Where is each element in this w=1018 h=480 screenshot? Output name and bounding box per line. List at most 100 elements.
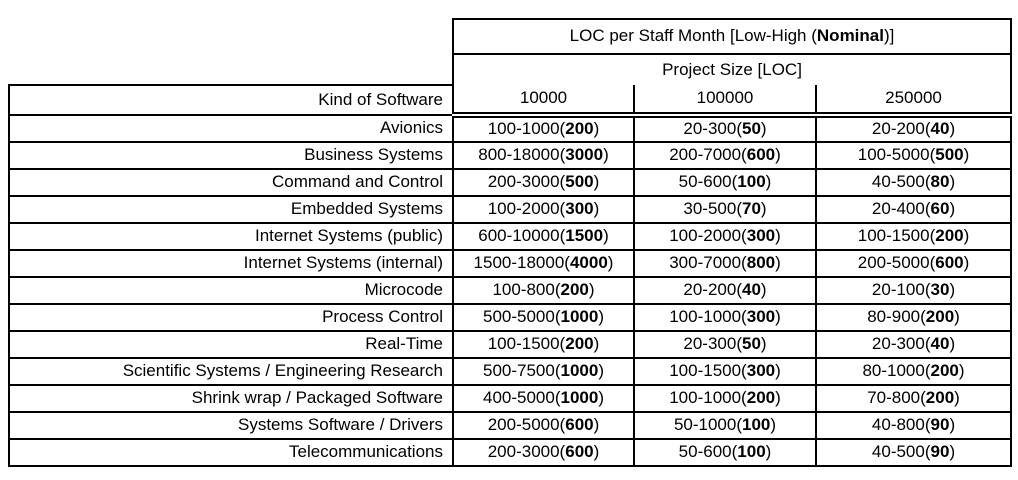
- loc-range-close: ): [760, 280, 767, 300]
- loc-range-text: 100-1500(: [669, 361, 747, 381]
- loc-nominal-value: 90: [930, 442, 950, 462]
- loc-range-text: 100-2000(: [669, 226, 747, 246]
- loc-range-cell: 300-7000(800): [633, 250, 817, 278]
- loc-nominal-value: 300: [746, 226, 776, 246]
- loc-nominal-value: 30: [930, 280, 950, 300]
- table-row: Telecommunications 200-3000(600) 50-600(10…: [8, 439, 1013, 467]
- loc-range-text: 30-500(: [683, 199, 742, 219]
- loc-range-cell: 100-2000(300): [452, 196, 635, 224]
- loc-range-close: ): [963, 145, 970, 165]
- loc-nominal-value: 1500: [565, 226, 604, 246]
- loc-range-cell: 40-800(90): [814, 412, 1013, 440]
- loc-nominal-value: 600: [565, 442, 594, 462]
- table-row: Internet Systems (internal) 1500-18000(40…: [8, 250, 1013, 278]
- kind-of-software-label: Process Control: [8, 304, 453, 332]
- loc-range-cell: 20-400(60): [814, 196, 1013, 224]
- loc-range-cell: 600-10000(1500): [452, 223, 635, 251]
- loc-range-cell: 100-1500(300): [633, 358, 817, 386]
- loc-range-close: ): [593, 199, 600, 219]
- loc-per-staff-month-table: LOC per Staff Month [Low-High (Nominal)]…: [8, 18, 1013, 467]
- loc-range-text: 20-200(: [683, 280, 742, 300]
- loc-range-cell: 20-300(40): [814, 331, 1013, 359]
- empty-corner-cell: [9, 54, 453, 85]
- loc-range-cell: 40-500(90): [814, 439, 1013, 467]
- loc-range-text: 50-600(: [678, 172, 738, 192]
- loc-range-close: ): [949, 199, 956, 219]
- kind-of-software-label: Internet Systems (public): [8, 223, 453, 251]
- loc-range-text: 200-5000(: [857, 253, 936, 273]
- loc-nominal-value: 1000: [560, 307, 599, 327]
- loc-range-cell: 100-1000(200): [633, 385, 817, 413]
- table-row: Embedded Systems 100-2000(300) 30-500(70) 2…: [8, 196, 1013, 224]
- loc-range-text: 100-1000(: [669, 307, 747, 327]
- loc-nominal-value: 300: [746, 361, 776, 381]
- loc-range-text: 50-600(: [678, 442, 738, 462]
- loc-range-close: ): [958, 361, 965, 381]
- loc-nominal-value: 500: [565, 172, 594, 192]
- loc-range-close: ): [765, 172, 772, 192]
- loc-range-close: ): [760, 199, 767, 219]
- table-row-column-headers: Kind of Software 10000 100000 250000: [8, 84, 1013, 118]
- loc-nominal-value: 60: [930, 199, 950, 219]
- loc-range-text: 200-3000(: [487, 172, 566, 192]
- loc-range-cell: 500-7500(1000): [452, 358, 635, 386]
- loc-range-cell: 100-2000(300): [633, 223, 817, 251]
- loc-range-close: ): [775, 307, 781, 327]
- kind-of-software-label: Real-Time: [8, 331, 453, 359]
- loc-range-close: ): [588, 280, 595, 300]
- table-title-suffix: )]: [883, 26, 895, 46]
- loc-nominal-value: 50: [742, 334, 761, 354]
- loc-range-text: 40-500(: [871, 172, 931, 192]
- loc-range-text: 20-300(: [683, 334, 742, 354]
- loc-range-text: 20-200(: [871, 119, 931, 139]
- column-header-250000: 250000: [814, 85, 1013, 118]
- loc-range-close: ): [954, 388, 960, 408]
- loc-nominal-value: 3000: [565, 145, 604, 165]
- loc-range-cell: 200-5000(600): [814, 250, 1013, 278]
- loc-range-text: 500-7500(: [482, 361, 561, 381]
- loc-range-close: ): [593, 442, 600, 462]
- loc-range-text: 400-5000(: [482, 388, 561, 408]
- loc-range-close: ): [963, 253, 970, 273]
- loc-range-cell: 100-5000(500): [814, 142, 1013, 170]
- loc-range-close: ): [949, 172, 956, 192]
- loc-range-cell: 100-800(200): [452, 277, 635, 305]
- loc-range-close: ): [775, 226, 781, 246]
- loc-nominal-value: 200: [560, 280, 589, 300]
- table-title-prefix: LOC per Staff Month [Low-High (: [569, 26, 817, 46]
- loc-nominal-value: 300: [746, 307, 776, 327]
- table-body: Avionics 100-1000(200) 20-300(50) 20-200(40…: [8, 115, 1013, 467]
- loc-range-close: ): [593, 415, 600, 435]
- loc-range-cell: 80-1000(200): [814, 358, 1013, 386]
- table-row: Business Systems 800-18000(3000) 200-7000(…: [8, 142, 1013, 170]
- loc-range-cell: 1500-18000(4000): [452, 250, 635, 278]
- loc-range-close: ): [775, 145, 781, 165]
- table-row: Internet Systems (public) 600-10000(1500)…: [8, 223, 1013, 251]
- kind-of-software-label: Microcode: [8, 277, 453, 305]
- loc-range-cell: 100-1000(200): [452, 115, 635, 143]
- loc-range-cell: 100-1000(300): [633, 304, 817, 332]
- loc-range-text: 100-1000(: [669, 388, 747, 408]
- loc-range-text: 20-100(: [871, 280, 931, 300]
- loc-nominal-value: 40: [742, 280, 761, 300]
- loc-range-close: ): [770, 415, 777, 435]
- loc-range-cell: 50-600(100): [633, 439, 817, 467]
- loc-range-cell: 400-5000(1000): [452, 385, 635, 413]
- loc-range-text: 800-18000(: [478, 145, 566, 165]
- loc-range-close: ): [949, 334, 956, 354]
- loc-range-cell: 100-1500(200): [814, 223, 1013, 251]
- table-row: Process Control 500-5000(1000) 100-1000(30…: [8, 304, 1013, 332]
- loc-range-cell: 50-600(100): [633, 169, 817, 197]
- loc-nominal-value: 100: [737, 442, 766, 462]
- loc-nominal-value: 200: [565, 119, 594, 139]
- table-row: Avionics 100-1000(200) 20-300(50) 20-200(40…: [8, 115, 1013, 143]
- loc-range-text: 500-5000(: [482, 307, 561, 327]
- loc-range-cell: 50-1000(100): [633, 412, 817, 440]
- column-header-10000: 10000: [452, 85, 635, 118]
- loc-nominal-value: 500: [935, 145, 964, 165]
- loc-range-text: 100-2000(: [487, 199, 566, 219]
- loc-range-text: 100-1500(: [487, 334, 566, 354]
- loc-range-text: 200-3000(: [487, 442, 566, 462]
- kind-of-software-label: Avionics: [8, 115, 453, 143]
- table-row: Command and Control 200-3000(500) 50-600(1…: [8, 169, 1013, 197]
